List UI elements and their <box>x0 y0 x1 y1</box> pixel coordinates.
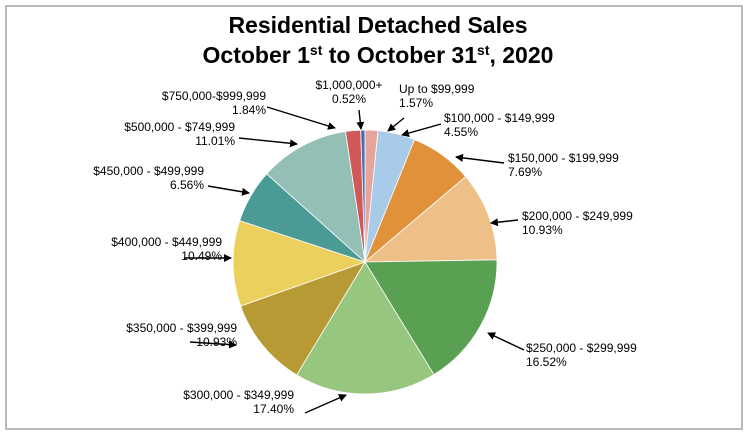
slice-label-range: $150,000 - $199,999 <box>508 151 619 165</box>
slice-label-range: $1,000,000+ <box>315 78 382 92</box>
slice-label-range: $250,000 - $299,999 <box>526 341 637 355</box>
label-arrow <box>304 394 347 414</box>
label-arrow <box>490 218 519 227</box>
slice-label: $450,000 - $499,999 6.56% <box>93 164 204 192</box>
pie-slice <box>363 176 498 263</box>
slice-label-percent: 7.69% <box>508 165 542 179</box>
slice-label-range: $450,000 - $499,999 <box>93 164 204 178</box>
label-arrow <box>487 332 525 351</box>
slice-label-percent: 10.93% <box>196 335 237 349</box>
slice-label: $100,000 - $149,999 4.55% <box>444 111 555 139</box>
slice-label: $350,000 - $399,999 10.93% <box>126 321 237 349</box>
slice-label-percent: 1.84% <box>232 103 266 117</box>
slice-label: $150,000 - $199,999 7.69% <box>508 151 619 179</box>
label-arrow <box>189 340 237 349</box>
pie-slice <box>266 130 366 264</box>
slice-label: $200,000 - $249,999 10.93% <box>522 209 633 237</box>
slice-label-percent: 10.93% <box>522 223 563 237</box>
slice-label-percent: 1.57% <box>399 96 433 110</box>
slice-label-percent: 6.56% <box>170 178 204 192</box>
slice-label: $250,000 - $299,999 16.52% <box>526 341 637 369</box>
slice-label: $400,000 - $449,999 10.49% <box>111 235 222 263</box>
pie-slices <box>232 129 498 395</box>
slice-label-range: Up to $99,999 <box>399 82 475 96</box>
pie-slice <box>360 129 366 263</box>
slice-label-percent: 0.52% <box>332 92 366 106</box>
slice-label-range: $500,000 - $749,999 <box>124 120 235 134</box>
slice-label: $300,000 - $349,999 17.40% <box>183 388 294 416</box>
pie-slice <box>364 259 498 376</box>
slice-label-range: $350,000 - $399,999 <box>126 321 237 335</box>
label-arrow <box>266 106 336 130</box>
slice-label-percent: 4.55% <box>444 125 478 139</box>
slice-label: $1,000,000+ 0.52% <box>315 78 382 106</box>
pie-slice <box>232 220 367 307</box>
label-arrow <box>455 153 505 164</box>
slice-label-percent: 17.40% <box>253 402 294 416</box>
slice-label-range: $200,000 - $249,999 <box>522 209 633 223</box>
label-arrow <box>207 185 250 196</box>
slice-label-percent: 11.01% <box>195 134 235 148</box>
slice-label: $750,000-$999,999 1.84% <box>162 89 266 117</box>
pie-slice <box>240 261 366 376</box>
slice-label-range: $100,000 - $149,999 <box>444 111 555 125</box>
label-arrow <box>356 109 365 130</box>
slice-label: $500,000 - $749,999 11.01% <box>124 120 235 148</box>
label-arrow <box>238 137 298 148</box>
slice-label-range: $400,000 - $449,999 <box>111 235 222 249</box>
chart-title-line2: October 1st to October 31st, 2020 <box>203 42 554 68</box>
slice-label-range: $300,000 - $349,999 <box>183 388 294 402</box>
pie-slice <box>296 261 435 395</box>
slice-label-percent: 10.49% <box>181 249 222 263</box>
slice-label: Up to $99,999 1.57% <box>399 82 475 110</box>
slice-label-percent: 16.52% <box>526 355 567 369</box>
label-arrow <box>401 123 442 137</box>
slice-labels: Up to $99,999 1.57%$100,000 - $149,999 4.5… <box>93 78 637 416</box>
slice-label-range: $750,000-$999,999 <box>162 89 266 103</box>
chart-title-line1: Residential Detached Sales <box>228 12 527 38</box>
label-arrow <box>387 117 405 132</box>
